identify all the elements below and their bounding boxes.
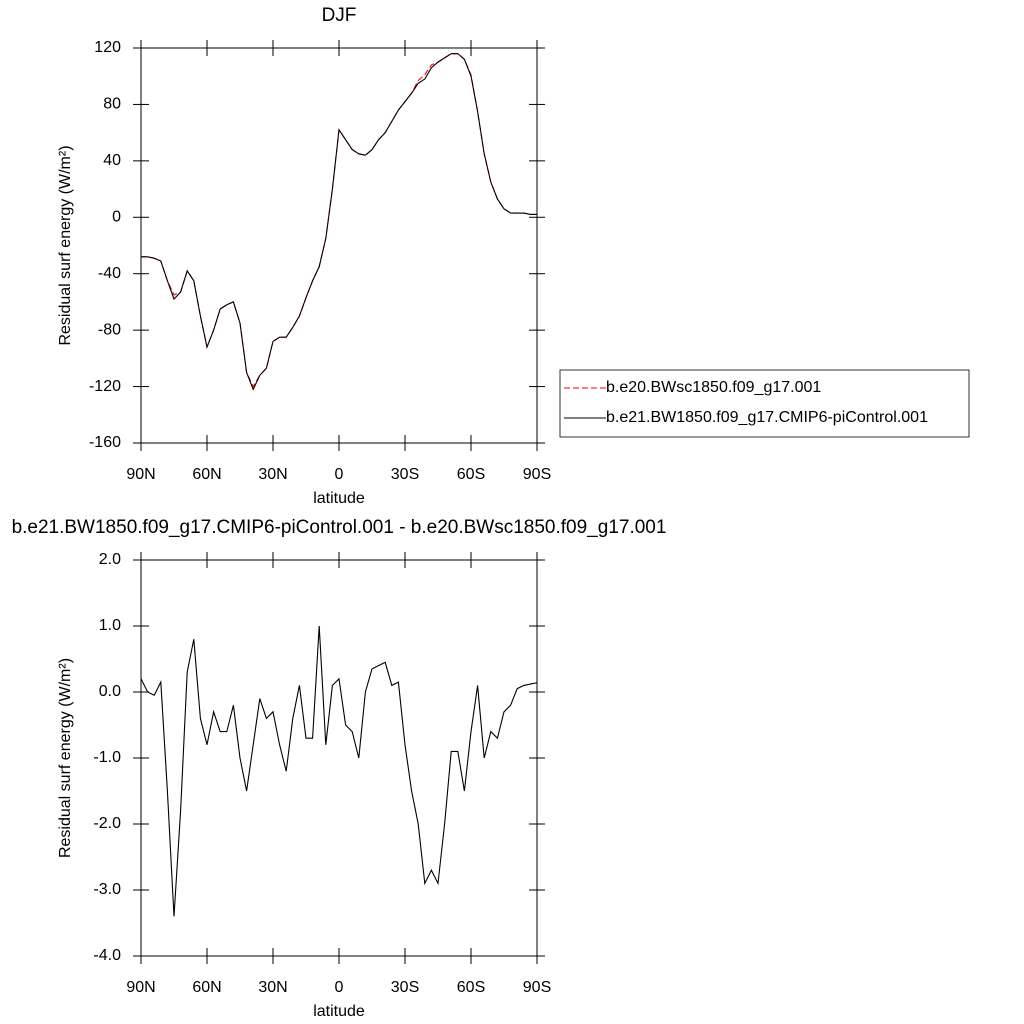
x-tick-label: 90N (126, 466, 155, 483)
x-tick-label: 60S (457, 979, 485, 996)
y-tick-label: 40 (103, 152, 121, 169)
x-tick-label: 30S (391, 979, 419, 996)
x-tick-label: 0 (335, 466, 344, 483)
x-tick-label: 0 (335, 979, 344, 996)
x-tick-label: 30N (258, 979, 287, 996)
x-tick-label: 90S (523, 466, 551, 483)
chart-title: b.e21.BW1850.f09_g17.CMIP6-piControl.001… (12, 517, 667, 538)
chart-title: DJF (322, 5, 357, 26)
legend-box (559, 369, 970, 438)
x-tick-label: 90S (523, 979, 551, 996)
y-tick-label: -160 (89, 434, 121, 451)
x-tick-label: 90N (126, 979, 155, 996)
y-tick-label: -1.0 (93, 749, 121, 766)
y-tick-label: -2.0 (93, 815, 121, 832)
y-tick-label: 120 (94, 39, 121, 56)
x-tick-label: 30N (258, 466, 287, 483)
plot-frame (140, 47, 538, 444)
legend-label: b.e20.BWsc1850.f09_g17.001 (606, 379, 821, 396)
x-tick-label: 60N (192, 979, 221, 996)
legend-label: b.e21.BW1850.f09_g17.CMIP6-piControl.001 (606, 409, 928, 426)
x-axis-label: latitude (313, 490, 365, 507)
x-axis-label: latitude (313, 1003, 365, 1020)
y-tick-label: -3.0 (93, 881, 121, 898)
y-tick-label: -4.0 (93, 947, 121, 964)
x-tick-label: 30S (391, 466, 419, 483)
y-axis-label: Residual surf energy (W/m²) (57, 658, 74, 858)
y-tick-label: 80 (103, 96, 121, 113)
data-line (140, 625, 538, 917)
x-tick-label: 60N (192, 466, 221, 483)
y-tick-label: 2.0 (99, 551, 121, 568)
y-tick-label: -40 (98, 265, 121, 282)
y-tick-label: 1.0 (99, 617, 121, 634)
y-tick-label: -120 (89, 378, 121, 395)
data-line (141, 53, 537, 388)
data-line (141, 53, 537, 391)
plot-frame (140, 559, 538, 957)
y-tick-label: 0.0 (99, 683, 121, 700)
x-tick-label: 60S (457, 466, 485, 483)
y-axis-label: Residual surf energy (W/m²) (57, 145, 74, 345)
y-tick-label: 0 (112, 209, 121, 226)
y-tick-label: -80 (98, 321, 121, 338)
